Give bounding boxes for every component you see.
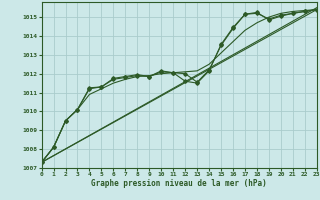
X-axis label: Graphe pression niveau de la mer (hPa): Graphe pression niveau de la mer (hPa) (91, 179, 267, 188)
